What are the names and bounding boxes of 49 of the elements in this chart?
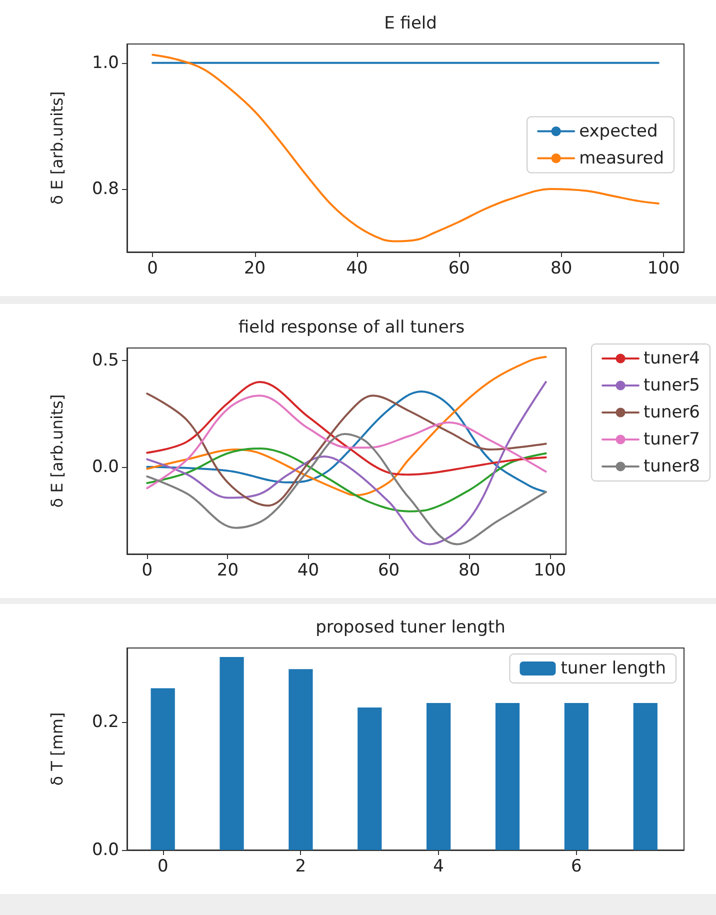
x-tick-label: 60	[378, 560, 400, 580]
legend-label: tuner length	[560, 658, 666, 678]
bar	[288, 669, 313, 850]
x-tick-label: 20	[216, 560, 239, 580]
chart-title: E field	[384, 14, 437, 34]
legend-label: tuner8	[644, 456, 700, 476]
bar	[495, 702, 520, 850]
y-axis-title: δ E [arb.units]	[48, 91, 66, 205]
chart-title: proposed tuner length	[316, 618, 506, 638]
bar	[150, 688, 175, 850]
bar	[426, 702, 451, 850]
x-tick-label: 20	[244, 258, 266, 278]
x-tick-label: 40	[346, 258, 368, 278]
y-tick-label: 0.0	[92, 840, 119, 860]
legend-label: tuner4	[644, 348, 700, 368]
y-tick-label: 0.0	[92, 456, 119, 477]
y-tick-label: 0.2	[92, 712, 119, 732]
chart-title: field response of all tuners	[238, 318, 465, 338]
x-tick-label: 40	[297, 560, 320, 580]
x-tick-label: 100	[647, 258, 680, 278]
legend-label: tuner5	[644, 376, 700, 396]
x-tick-label: 4	[433, 856, 444, 876]
x-tick-label: 100	[534, 560, 566, 580]
y-tick-label: 1.0	[92, 52, 119, 73]
x-tick-label: 0	[147, 258, 158, 278]
legend-label: measured	[579, 148, 664, 168]
x-tick-label: 2	[295, 856, 306, 876]
line-series	[146, 380, 547, 546]
x-tick-label: 80	[550, 258, 572, 278]
bar	[564, 702, 589, 850]
x-tick-label: 0	[142, 560, 153, 580]
bar	[220, 656, 244, 850]
y-tick-label: 0.5	[92, 350, 119, 371]
legend-label: tuner6	[644, 402, 700, 422]
bar	[633, 702, 658, 850]
bar	[358, 707, 382, 850]
y-axis-title: δ E [arb.units]	[48, 394, 66, 508]
legend-label: tuner7	[644, 430, 700, 450]
line-series	[146, 433, 547, 546]
x-tick-label: 80	[458, 560, 480, 580]
legend-label: expected	[579, 121, 658, 142]
line-series	[146, 356, 547, 496]
x-tick-label: 60	[448, 258, 470, 278]
line-series	[146, 447, 547, 512]
x-tick-label: 0	[157, 856, 168, 876]
line-series	[146, 380, 547, 476]
x-tick-label: 6	[571, 856, 582, 876]
y-axis-title: δ T [mm]	[48, 712, 66, 786]
y-tick-label: 0.8	[92, 178, 119, 199]
